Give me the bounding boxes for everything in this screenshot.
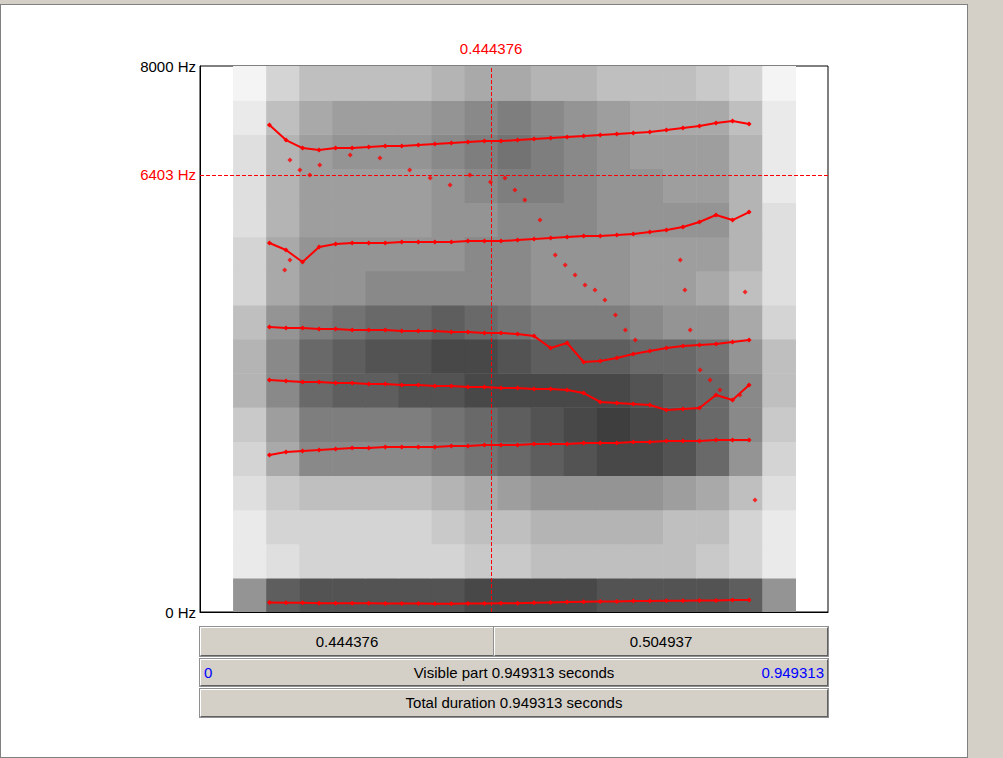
svg-text:0.444376: 0.444376 [460, 40, 523, 57]
svg-text:6403 Hz: 6403 Hz [140, 166, 196, 183]
html-text:Visible part 0.949313 seconds: Visible part 0.949313 seconds [413, 664, 615, 681]
html-text:0: 0 [204, 664, 213, 681]
html-text:0.949313: 0.949313 [761, 664, 824, 681]
html-text:0.504937: 0.504937 [629, 633, 693, 650]
html-text:0.444376: 0.444376 [315, 633, 379, 650]
svg-text:0 Hz: 0 Hz [165, 604, 196, 621]
svg-text:8000 Hz: 8000 Hz [140, 58, 196, 75]
html-text:Total duration 0.949313 second: Total duration 0.949313 seconds [405, 694, 623, 711]
